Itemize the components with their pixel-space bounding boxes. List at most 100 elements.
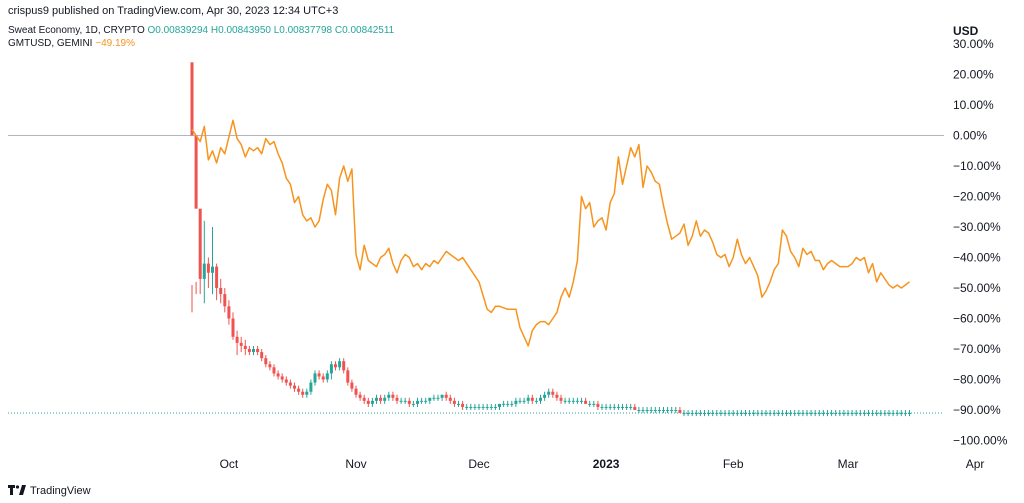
candle xyxy=(596,400,600,410)
candle-body xyxy=(338,361,342,368)
candle xyxy=(727,410,731,417)
x-tick-label: 2023 xyxy=(593,457,620,471)
candle-body xyxy=(219,288,223,295)
candle-body xyxy=(276,373,280,377)
candle-body xyxy=(908,413,911,415)
candle xyxy=(731,410,735,417)
y-axis[interactable]: 30.00% 20.00% 10.00% 0.00% −10.00% −20.00% −30… xyxy=(953,37,1008,448)
candle-body xyxy=(391,394,395,398)
candle xyxy=(534,397,538,404)
candle xyxy=(830,410,834,417)
candle xyxy=(461,400,465,410)
candle xyxy=(707,410,711,417)
candle-body xyxy=(329,364,333,374)
candle xyxy=(481,403,485,410)
candle xyxy=(854,410,858,417)
candle xyxy=(235,330,239,356)
candle xyxy=(317,370,321,380)
candle-body xyxy=(502,403,506,405)
tv-logo-icon xyxy=(8,484,26,498)
candle-body xyxy=(670,410,674,411)
candle-body xyxy=(264,358,268,365)
candle xyxy=(284,376,288,386)
candle-body xyxy=(416,400,419,404)
candle xyxy=(280,373,284,383)
candle-body xyxy=(629,406,633,408)
candle xyxy=(883,410,887,417)
candle-body xyxy=(202,263,206,279)
candle-body xyxy=(616,406,620,408)
main-series-name[interactable]: Sweat Economy, 1D, CRYPTO xyxy=(8,25,145,36)
candle-body xyxy=(846,413,850,415)
candle xyxy=(530,394,534,404)
candle-body xyxy=(842,413,846,415)
candle xyxy=(711,410,715,417)
candle xyxy=(662,406,665,414)
candle xyxy=(514,397,518,407)
currency-label[interactable]: USD xyxy=(953,24,979,38)
candle-body xyxy=(223,294,227,307)
candle-body xyxy=(551,391,555,395)
candle-body xyxy=(875,413,879,415)
candle-body xyxy=(641,410,645,411)
candle-body xyxy=(235,336,239,343)
candle xyxy=(325,370,329,383)
y-tick-label: 30.00% xyxy=(953,37,994,51)
candle xyxy=(264,355,268,368)
candle-body xyxy=(411,403,415,405)
candle xyxy=(801,410,805,417)
candle-body xyxy=(682,413,686,415)
y-tick-label: 0.00% xyxy=(953,129,987,143)
candle xyxy=(256,345,260,356)
tradingview-brand[interactable]: TradingView xyxy=(8,484,91,498)
x-axis[interactable]: OctNovDec2023FebMarAprMay xyxy=(220,457,1024,471)
candle-body xyxy=(313,373,317,383)
candle xyxy=(678,406,682,414)
candle-body xyxy=(871,413,875,415)
y-tick-label: −80.00% xyxy=(953,373,1001,387)
candle xyxy=(452,397,456,407)
candle xyxy=(891,410,895,417)
x-tick-label: Feb xyxy=(723,457,744,471)
candle-body xyxy=(522,400,526,402)
candle xyxy=(379,394,383,404)
candle xyxy=(903,410,907,417)
candle xyxy=(563,397,567,404)
candle xyxy=(276,370,280,380)
candle xyxy=(391,391,395,401)
candle xyxy=(493,403,497,410)
candle xyxy=(223,288,227,313)
candle xyxy=(666,406,670,414)
candle xyxy=(842,410,846,417)
candle xyxy=(416,397,419,407)
candle xyxy=(559,394,563,404)
candle xyxy=(219,278,223,304)
candle-body xyxy=(575,400,579,402)
candle xyxy=(846,410,850,417)
candle-body xyxy=(666,410,670,411)
candle xyxy=(288,379,292,389)
candle-body xyxy=(768,413,772,415)
candle-body xyxy=(526,397,530,401)
compare-series-name[interactable]: GMTUSD, GEMINI xyxy=(8,38,93,49)
x-tick-label: Apr xyxy=(966,457,985,471)
candle xyxy=(510,400,514,407)
candle-body xyxy=(752,413,756,415)
candle xyxy=(895,410,899,417)
candle xyxy=(309,379,313,395)
candle xyxy=(362,394,366,404)
candle-body xyxy=(510,403,514,405)
candle-body xyxy=(588,403,592,405)
candle xyxy=(305,388,309,398)
candle xyxy=(719,410,723,417)
candle xyxy=(752,410,756,417)
candle-body xyxy=(489,406,493,408)
gmtusd-line xyxy=(191,119,910,347)
candle xyxy=(268,361,272,371)
candle xyxy=(858,410,862,417)
candle xyxy=(260,349,264,362)
candle-body xyxy=(309,382,313,392)
candle xyxy=(813,410,817,417)
candle xyxy=(489,403,493,410)
